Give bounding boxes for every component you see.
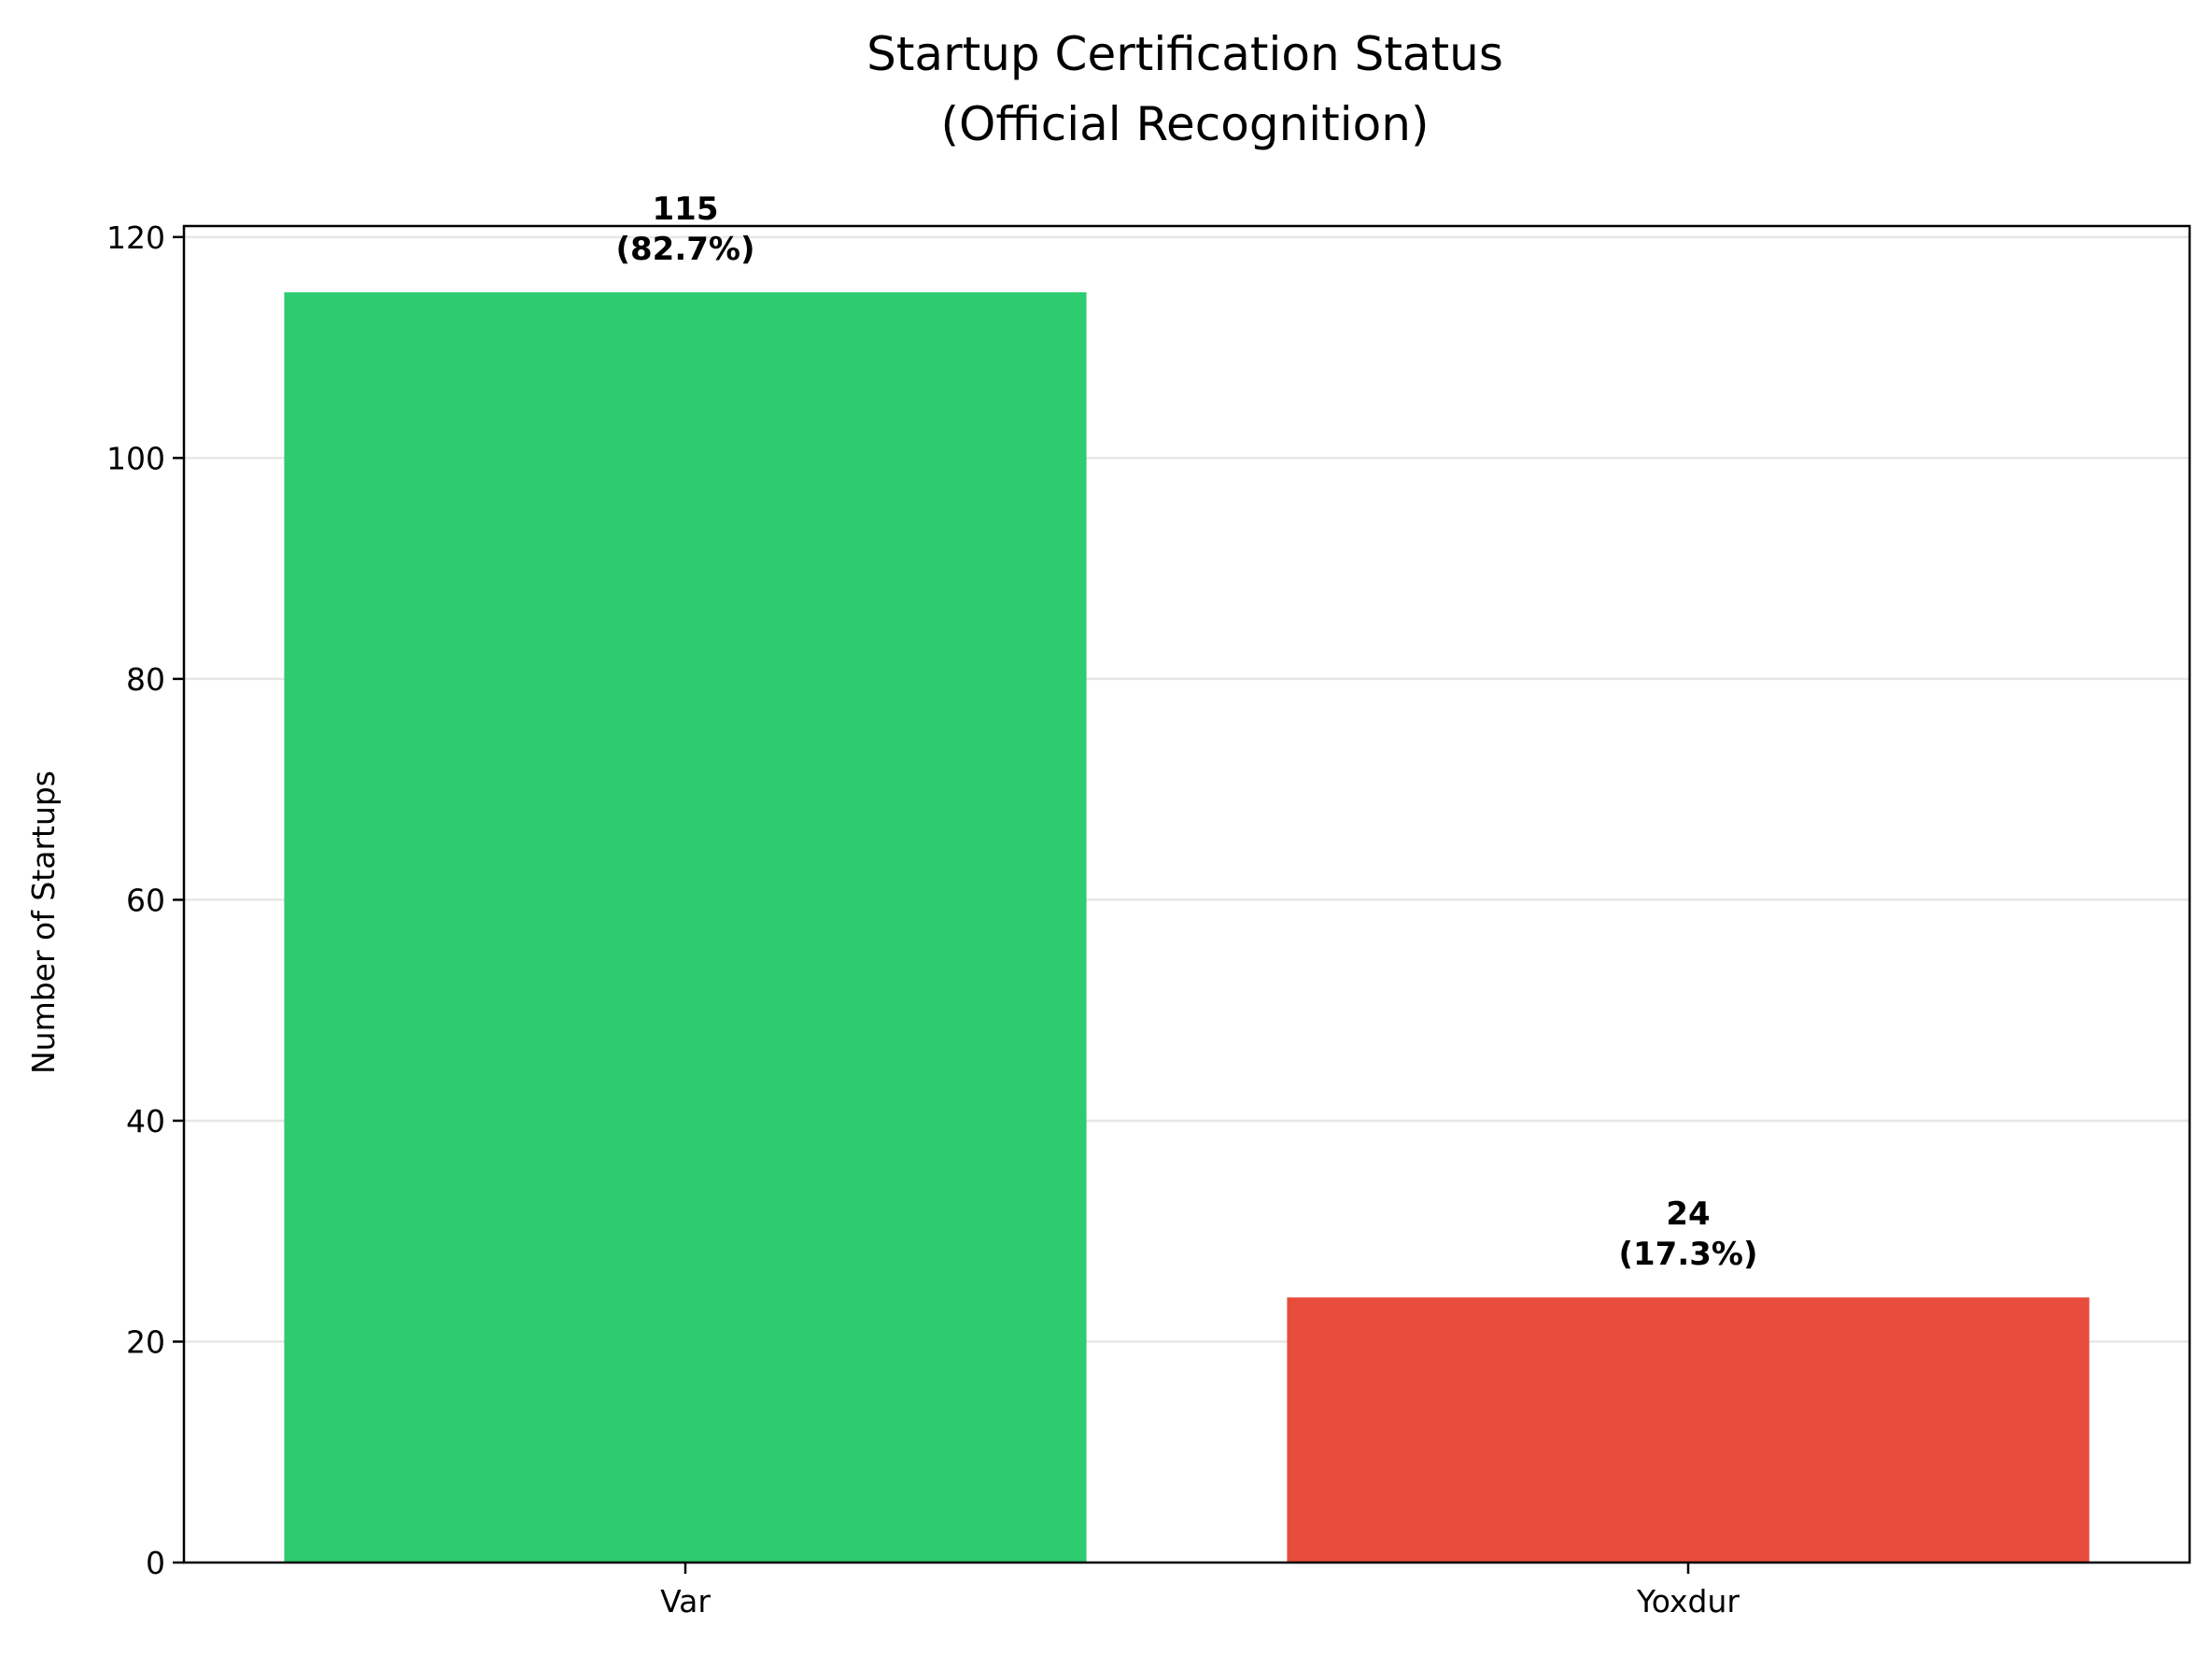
chart-title-line-2: (Official Recognition) [941, 97, 1430, 151]
y-tick-label: 80 [126, 661, 165, 698]
bar-yoxdur [1287, 1297, 2090, 1563]
chart-title: Startup Certification Status (Official R… [866, 27, 1503, 151]
bar-var [284, 291, 1087, 1563]
y-tick-label: 20 [126, 1323, 165, 1360]
x-axis: Var Yoxdur [660, 1563, 1740, 1620]
bar-value-label: 115 (82.7%) [615, 191, 754, 268]
chart-title-line-1: Startup Certification Status [866, 27, 1503, 81]
y-tick-label: 120 [106, 219, 165, 256]
y-tick-label: 40 [126, 1103, 165, 1139]
x-tick-label: Var [660, 1583, 711, 1620]
bar-count-label: 115 [653, 191, 719, 228]
bar-count-label: 24 [1666, 1195, 1710, 1233]
y-tick-label: 60 [126, 882, 165, 918]
bar-percent-label: (17.3%) [1618, 1236, 1757, 1273]
bars [284, 291, 2090, 1563]
y-tick-label: 0 [146, 1545, 165, 1581]
plot-area-frame [182, 224, 2191, 1564]
y-axis-label: Number of Startups [25, 771, 62, 1074]
y-axis: 0 20 40 60 80 100 120 [106, 219, 184, 1581]
y-tick-label: 100 [106, 440, 165, 476]
bar-value-label: 24 (17.3%) [1618, 1195, 1757, 1273]
bar-percent-label: (82.7%) [615, 231, 754, 268]
bar-value-labels: 115 (82.7%) 24 (17.3%) [615, 191, 1757, 1273]
x-tick-label: Yoxdur [1636, 1583, 1740, 1620]
